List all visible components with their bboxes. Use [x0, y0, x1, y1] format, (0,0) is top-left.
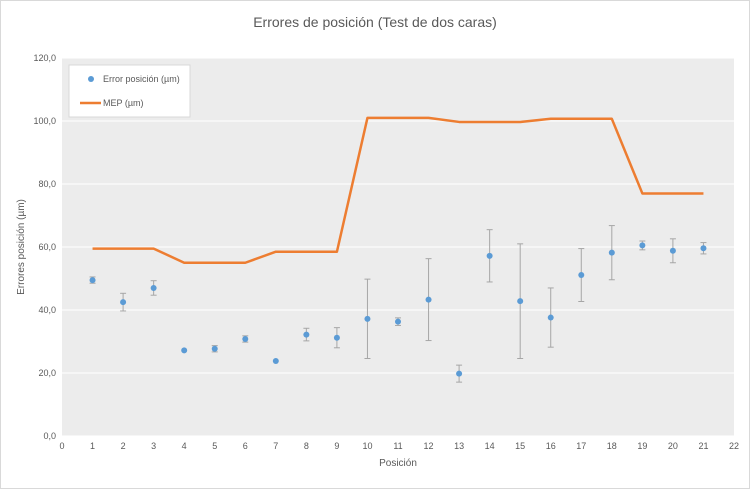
data-point: [395, 318, 401, 325]
x-tick-label: 20: [668, 441, 678, 451]
x-tick-label: 6: [243, 441, 248, 451]
error-series-points: [89, 242, 707, 377]
legend-box: [68, 64, 191, 118]
x-tick-label: 17: [576, 441, 586, 451]
chart-title: Errores de posición (Test de dos caras): [253, 14, 497, 30]
data-point: [211, 345, 218, 352]
y-tick-label: 120,0: [33, 53, 56, 63]
data-point: [89, 277, 96, 284]
x-tick-label: 1: [90, 441, 95, 451]
y-tick-label: 0,0: [43, 431, 56, 441]
y-tick-label: 40,0: [38, 305, 56, 315]
y-tick-label: 60,0: [38, 242, 56, 252]
data-point: [150, 284, 157, 291]
mep-line: [92, 116, 704, 264]
legend-marker-error: [88, 76, 94, 82]
data-point: [456, 370, 463, 377]
data-point: [700, 245, 707, 252]
data-point: [272, 358, 279, 365]
x-tick-label: 8: [304, 441, 309, 451]
y-tick-label: 100,0: [33, 116, 56, 126]
legend: Error posición (µm) MEP (µm): [68, 64, 191, 118]
x-axis-label: Posición: [379, 458, 417, 469]
y-tick-label: 80,0: [38, 179, 56, 189]
legend-label-error: Error posición (µm): [103, 74, 180, 84]
data-point: [517, 298, 524, 305]
data-point: [120, 299, 127, 306]
x-tick-label: 2: [121, 441, 126, 451]
data-point: [639, 242, 646, 249]
x-tick-label: 22: [729, 441, 739, 451]
legend-label-mep: MEP (µm): [103, 98, 144, 108]
x-tick-labels: 0 1 2 3 4 5 6 7 8 9 10 11 12 13 14 15 16 17 18 19 20 21 22: [59, 441, 739, 451]
x-tick-label: 21: [698, 441, 708, 451]
y-tick-label: 20,0: [38, 368, 56, 378]
data-point: [181, 347, 188, 354]
x-tick-label: 14: [485, 441, 495, 451]
x-tick-label: 18: [607, 441, 617, 451]
x-tick-label: 13: [454, 441, 464, 451]
data-point: [303, 331, 310, 338]
x-tick-label: 0: [59, 441, 64, 451]
x-tick-label: 10: [362, 441, 372, 451]
y-axis-label: Errores posición (µm): [16, 199, 27, 295]
data-point: [578, 272, 585, 279]
data-point: [486, 252, 493, 259]
data-point: [364, 315, 371, 322]
x-tick-label: 11: [393, 441, 402, 451]
mep-series: [92, 116, 704, 264]
x-tick-label: 9: [334, 441, 339, 451]
x-tick-label: 5: [212, 441, 217, 451]
y-tick-labels: 0,0 20,0 40,0 60,0 80,0 100,0 120,0: [33, 53, 56, 441]
gridlines: [62, 57, 734, 437]
x-tick-label: 15: [515, 441, 525, 451]
data-point: [425, 296, 432, 303]
data-point: [608, 249, 615, 256]
x-tick-label: 3: [151, 441, 156, 451]
x-tick-label: 12: [424, 441, 434, 451]
data-point: [669, 247, 676, 254]
x-tick-label: 7: [273, 441, 278, 451]
x-tick-label: 16: [546, 441, 556, 451]
data-point: [547, 314, 554, 321]
data-point: [333, 334, 340, 341]
data-point: [242, 335, 249, 342]
x-tick-label: 19: [637, 441, 647, 451]
x-tick-label: 4: [182, 441, 187, 451]
